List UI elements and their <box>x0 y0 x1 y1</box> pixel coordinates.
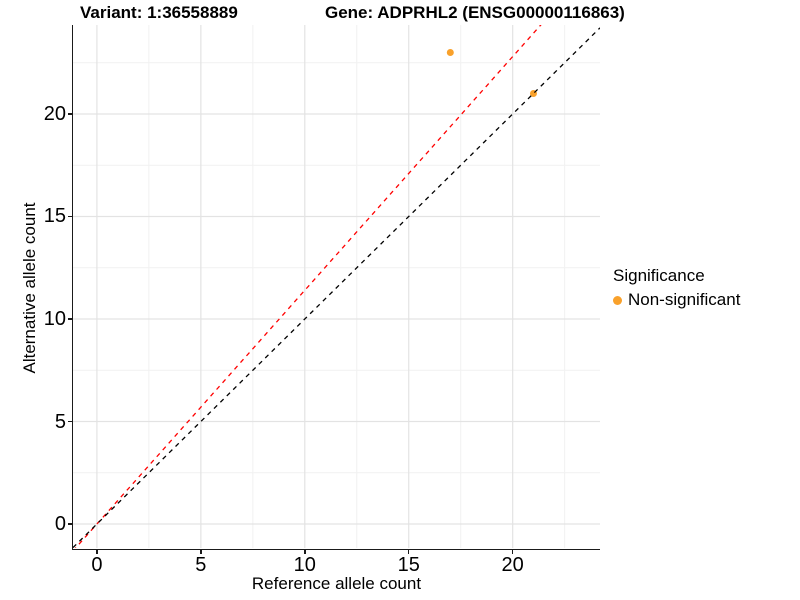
plot-title-gene: Gene: ADPRHL2 (ENSG00000116863) <box>325 3 625 22</box>
y-tick-label: 10 <box>43 307 66 330</box>
x-tick-mark <box>200 550 202 554</box>
y-tick-mark <box>67 113 72 115</box>
y-tick-label: 15 <box>43 205 66 228</box>
x-tick-label: 0 <box>91 554 103 576</box>
y-tick-mark <box>67 318 72 320</box>
x-tick-label: 15 <box>397 554 420 576</box>
x-tick-label: 20 <box>501 554 524 576</box>
y-tick-label: 20 <box>43 102 66 125</box>
legend: Significance Non-significant <box>613 266 740 310</box>
y-axis-label: Alternative allele count <box>20 202 39 374</box>
x-tick-label: 5 <box>195 554 207 576</box>
chart-canvas <box>72 25 600 548</box>
plot-panel <box>71 25 600 550</box>
x-tick-mark <box>407 550 410 554</box>
plot-title-variant: Variant: 1:36558889 <box>80 3 238 22</box>
data-point <box>446 48 454 56</box>
legend-item-label: Non-significant <box>628 290 741 309</box>
x-axis-label: Reference allele count <box>251 574 422 593</box>
legend-point-circle-icon <box>613 295 622 305</box>
legend-item: Non-significant <box>613 290 740 310</box>
y-tick-mark <box>67 420 72 423</box>
x-tick-label: 10 <box>293 554 316 576</box>
legend-title: Significance <box>613 266 705 285</box>
y-tick-label: 0 <box>54 513 66 535</box>
y-tick-mark <box>67 215 72 218</box>
ratio-line <box>74 25 542 548</box>
identity-line <box>72 27 600 548</box>
x-tick-mark <box>96 550 98 554</box>
x-tick-mark <box>511 550 514 554</box>
y-tick-mark <box>67 523 72 525</box>
x-tick-mark <box>304 550 306 554</box>
y-tick-label: 5 <box>54 410 66 433</box>
